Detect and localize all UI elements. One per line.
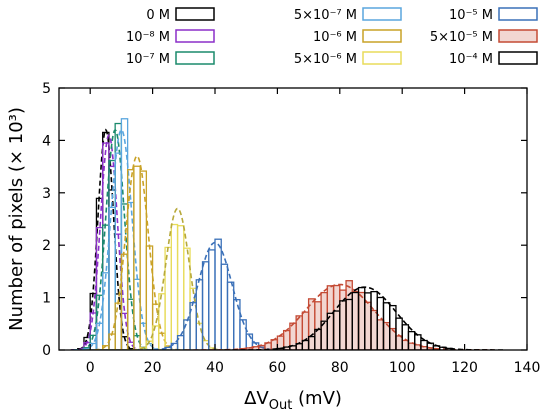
legend-label: 10⁻⁴ M <box>449 52 493 67</box>
histogram-bar <box>301 311 310 350</box>
legend-item: 10⁻⁵ M <box>449 7 538 23</box>
legend-item: 5×10⁻⁶ M <box>294 51 402 67</box>
legend-label: 5×10⁻⁶ M <box>294 52 357 67</box>
histogram-bar <box>164 246 172 350</box>
series-0 <box>70 128 141 350</box>
histogram-bar <box>183 319 191 350</box>
histogram-bar <box>214 238 222 350</box>
y-axis-title: Number of pixels (× 10³) <box>6 107 27 331</box>
x-tick-label: 80 <box>331 360 349 376</box>
histogram-bar <box>220 263 229 350</box>
histogram-bar <box>376 319 385 350</box>
fit-curve <box>70 128 141 350</box>
fit-curve <box>137 241 293 350</box>
legend-item: 10⁻⁶ M <box>313 29 402 45</box>
histogram-bar <box>102 272 110 350</box>
x-tick-label: 120 <box>451 360 478 376</box>
plot-frame <box>58 87 528 351</box>
histogram-bar <box>189 287 197 350</box>
legend-swatch <box>175 51 215 65</box>
legend-swatch <box>498 29 538 43</box>
histogram-bar <box>95 322 104 350</box>
histogram-bar <box>357 291 366 350</box>
legend-label: 10⁻⁶ M <box>313 30 357 45</box>
series-4 <box>86 155 188 350</box>
y-tick-label: 1 <box>42 291 51 307</box>
histogram-bar <box>114 302 123 350</box>
legend-swatch <box>362 51 402 65</box>
histogram-bar <box>351 290 360 350</box>
fit-curve <box>86 155 188 350</box>
histogram-bar <box>133 165 141 350</box>
histogram-bar <box>226 281 235 350</box>
y-tick-label: 4 <box>42 133 51 149</box>
legend-item: 5×10⁻⁵ M <box>430 29 538 45</box>
x-tick-label: 20 <box>144 360 162 376</box>
x-tick-label: 140 <box>514 360 541 376</box>
x-tick-label: 60 <box>268 360 286 376</box>
histogram-bar <box>395 335 403 350</box>
x-tick-label: 0 <box>86 360 95 376</box>
axes-layer: 0 20 40 60 80 100 120 140 0 1 2 3 4 5 <box>42 81 540 376</box>
histogram-bar <box>401 339 410 350</box>
histogram-bar <box>314 301 322 350</box>
legend-swatch <box>362 7 402 21</box>
legend-label: 0 M <box>146 8 170 23</box>
legend-label: 10⁻⁷ M <box>126 52 170 67</box>
legend-swatch <box>498 51 538 65</box>
histogram-bar <box>139 322 148 350</box>
legend-item: 10⁻⁴ M <box>449 51 538 67</box>
histogram-bar <box>345 280 353 350</box>
legend-item: 10⁻⁸ M <box>126 29 215 45</box>
legend-swatch <box>175 29 215 43</box>
x-tick-label: 100 <box>389 360 416 376</box>
y-tick-label: 0 <box>42 343 51 359</box>
histogram-bar <box>126 201 135 350</box>
legend-item: 10⁻⁷ M <box>126 51 215 67</box>
series-8 <box>224 286 506 350</box>
histogram-bar <box>195 322 204 350</box>
plot-layer <box>70 118 506 350</box>
histogram-bar <box>108 333 116 350</box>
histogram-bar <box>176 334 185 350</box>
fit-curve <box>224 286 506 350</box>
legend: 0 M 5×10⁻⁷ M 10⁻⁵ M 10⁻⁸ M 10⁻⁶ M 5×10⁻⁵ M 10⁻… <box>126 7 538 67</box>
legend-swatch <box>498 7 538 21</box>
histogram-bar <box>133 278 141 350</box>
legend-label: 10⁻⁵ M <box>449 8 493 23</box>
histogram-bar <box>208 249 216 350</box>
x-tick-label: 40 <box>206 360 224 376</box>
histogram-bar <box>183 247 191 350</box>
legend-item: 0 M <box>146 7 215 23</box>
y-tick-label: 2 <box>42 238 51 254</box>
histogram-bar <box>158 293 166 350</box>
x-axis-title: ΔVOut (mV) <box>244 388 342 413</box>
legend-swatch <box>175 7 215 21</box>
legend-label: 5×10⁻⁵ M <box>430 30 493 45</box>
histogram-bar <box>239 319 247 350</box>
fit-curve <box>124 207 231 350</box>
legend-label: 5×10⁻⁷ M <box>294 8 357 23</box>
y-tick-label: 3 <box>42 186 51 202</box>
histogram-bar <box>170 223 179 350</box>
legend-item: 5×10⁻⁷ M <box>294 7 402 23</box>
legend-swatch <box>362 29 402 43</box>
legend-label: 10⁻⁸ M <box>126 30 170 45</box>
histogram-bar <box>370 309 378 350</box>
histogram-bar <box>364 301 372 350</box>
y-tick-label: 5 <box>42 81 51 97</box>
histogram-bar <box>332 284 341 350</box>
